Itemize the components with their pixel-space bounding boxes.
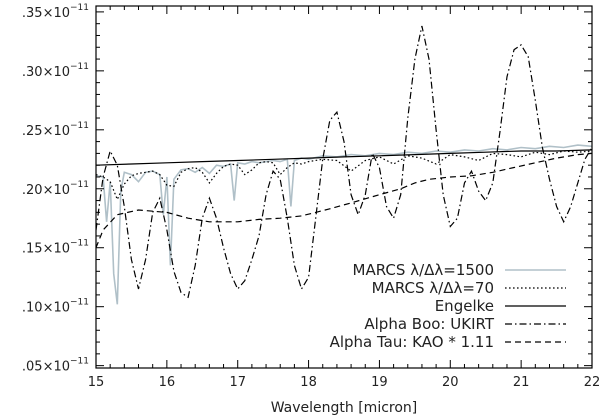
y-tick-mantissa: .20 [22, 183, 43, 198]
y-tick-times: ×10 [43, 6, 70, 21]
y-tick-times: ×10 [43, 124, 70, 139]
y-tick-times: ×10 [43, 183, 70, 198]
y-tick-mantissa: .15 [22, 242, 43, 257]
legend-label: Alpha Tau: KAO * 1.11 [330, 333, 494, 351]
y-tick-mantissa: .25 [22, 124, 43, 139]
x-tick-label: 18 [300, 375, 317, 390]
y-tick-label: .10×10−11 [22, 298, 89, 316]
legend-label: MARCS λ/Δλ=70 [372, 279, 494, 297]
x-tick-label: 22 [584, 375, 601, 390]
legend-label: Engelke [435, 297, 494, 315]
y-tick-label: .20×10−11 [22, 180, 89, 198]
y-tick-times: ×10 [43, 301, 70, 316]
x-tick-labels: 15 16 17 18 19 20 21 22 [88, 375, 601, 390]
y-tick-labels: .05×10−11.10×10−11.15×10−11.20×10−11.25×… [22, 3, 89, 375]
series-line-3 [96, 149, 592, 166]
y-tick-label: .15×10−11 [22, 239, 89, 257]
legend-label: MARCS λ/Δλ=1500 [353, 261, 494, 279]
series-line-4 [96, 25, 592, 299]
plot-frame [95, 5, 593, 369]
x-tick-label: 20 [442, 375, 459, 390]
series-layer [96, 25, 592, 305]
legend-label: Alpha Boo: UKIRT [364, 315, 494, 333]
y-tick-mantissa: .05 [22, 360, 43, 375]
series-line-1 [96, 144, 592, 305]
y-tick-times: ×10 [43, 65, 70, 80]
y-tick-exponent: −11 [70, 357, 89, 367]
y-tick-exponent: −11 [70, 121, 89, 131]
y-tick-mantissa: .10 [22, 301, 43, 316]
y-tick-times: ×10 [43, 242, 70, 257]
y-tick-label: .35×10−11 [22, 3, 89, 21]
y-tick-label: .25×10−11 [22, 121, 89, 139]
y-tick-exponent: −11 [70, 180, 89, 190]
x-tick-label: 15 [88, 375, 105, 390]
y-tick-times: ×10 [43, 360, 70, 375]
y-tick-mantissa: .35 [22, 6, 43, 21]
x-tick-label: 16 [159, 375, 176, 390]
x-tick-label: 21 [513, 375, 530, 390]
x-tick-label: 19 [371, 375, 388, 390]
x-axis-label: Wavelength [micron] [271, 400, 418, 416]
x-tick-label: 17 [229, 375, 246, 390]
y-tick-exponent: −11 [70, 3, 89, 13]
y-tick-exponent: −11 [70, 62, 89, 72]
y-tick-label: .30×10−11 [22, 62, 89, 80]
y-tick-exponent: −11 [70, 298, 89, 308]
y-tick-label: .05×10−11 [22, 357, 89, 375]
series-line-5 [96, 152, 592, 248]
y-tick-mantissa: .30 [22, 65, 43, 80]
y-tick-exponent: −11 [70, 239, 89, 249]
